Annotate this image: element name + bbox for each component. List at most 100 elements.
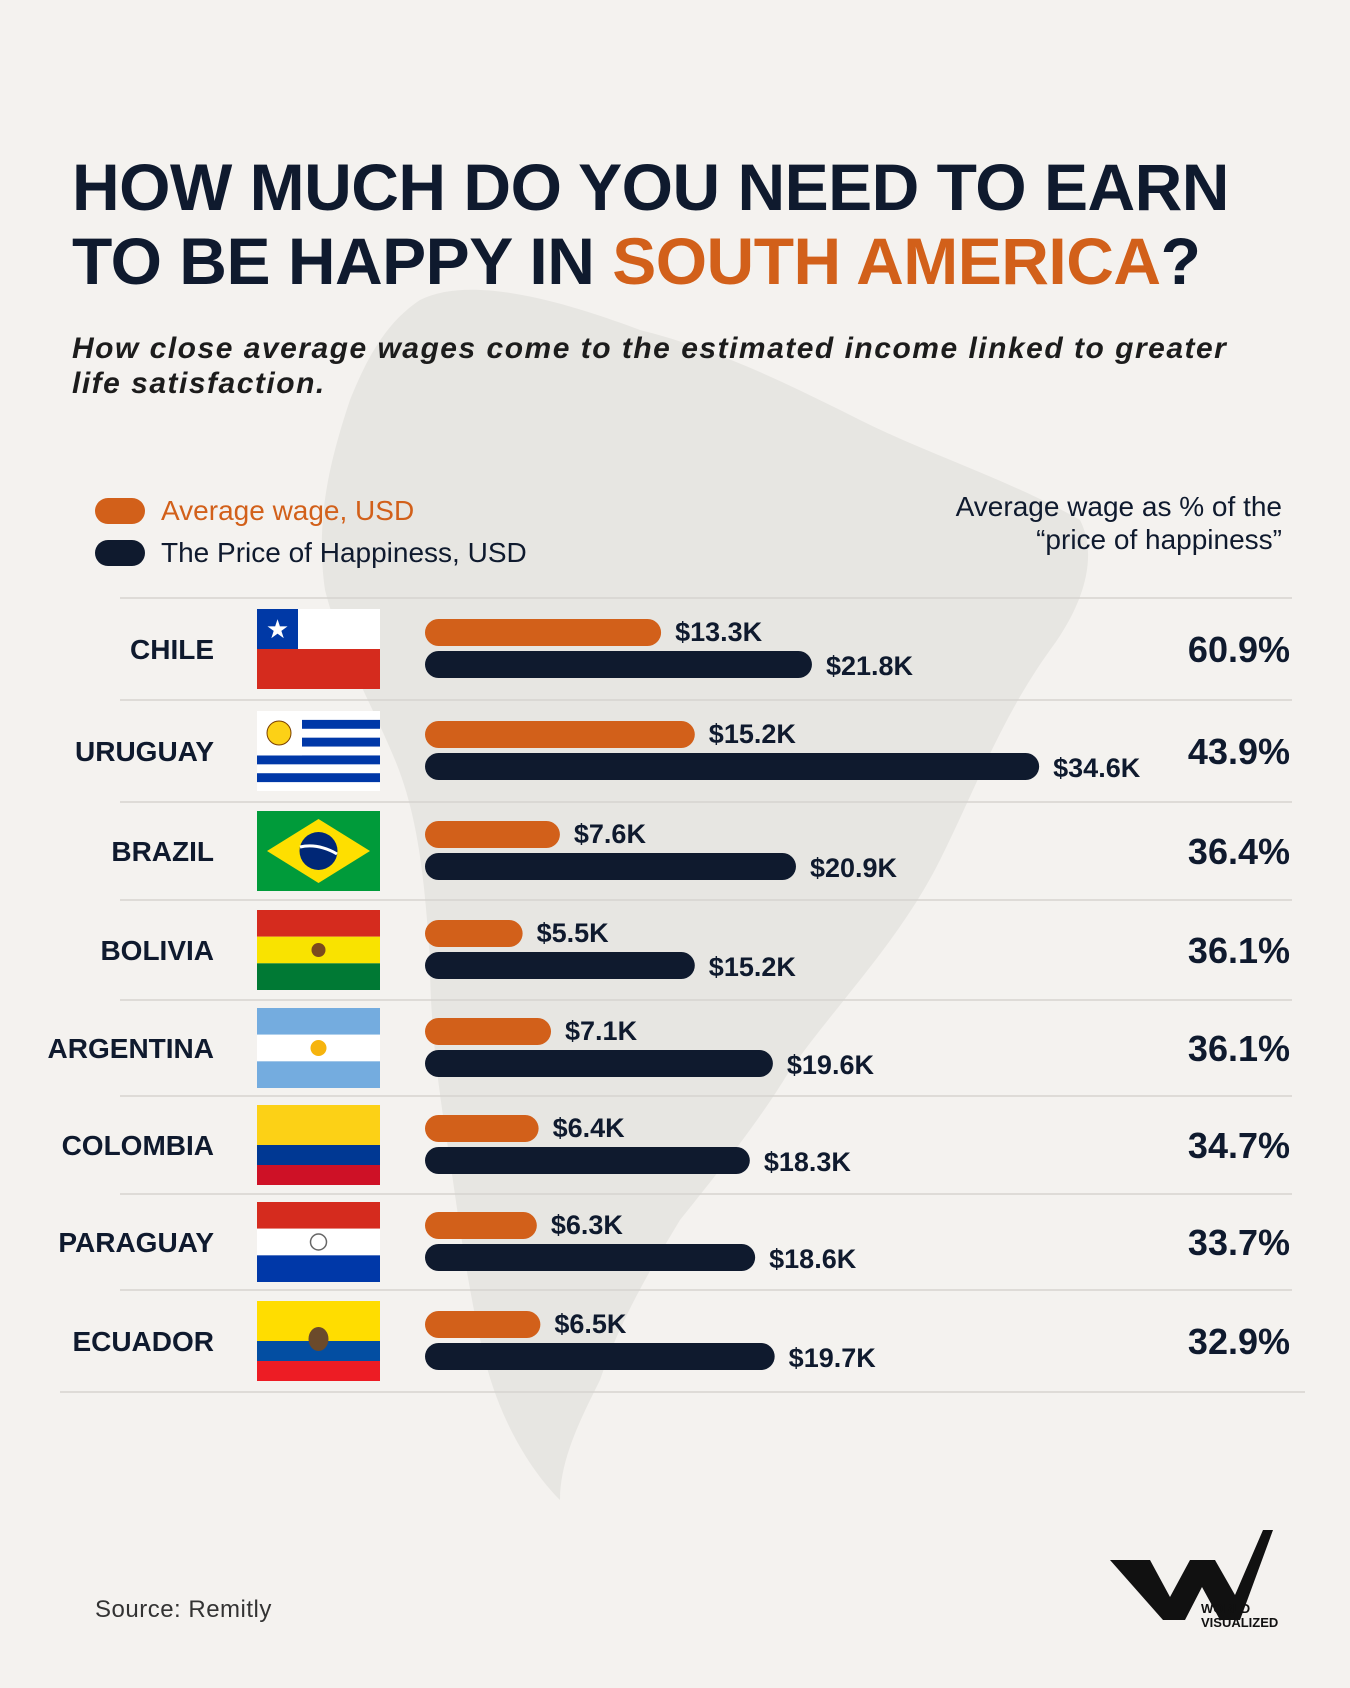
flag-globe <box>299 832 338 870</box>
wage-value-label: $7.1K <box>565 1016 638 1046</box>
logo-text-line2: VISUALIZED <box>1201 1615 1279 1630</box>
wage-value-label: $5.5K <box>537 918 610 948</box>
happiness-bar <box>425 1343 775 1370</box>
happiness-value-label: $19.6K <box>787 1050 875 1080</box>
flag-sun <box>266 720 292 746</box>
legend-swatch-happiness <box>95 540 145 566</box>
flag-stripe <box>257 737 380 747</box>
happiness-bar <box>425 1147 750 1174</box>
chart-row-argentina: ARGENTINA $7.1K $19.6K 36.1% <box>48 999 1292 1088</box>
flag-stripe <box>257 649 380 689</box>
percentage-label: 36.1% <box>1188 930 1290 971</box>
percentage-label: 34.7% <box>1188 1125 1290 1166</box>
wage-bar <box>425 1115 539 1142</box>
wage-bar <box>425 1212 537 1239</box>
percentage-label: 36.4% <box>1188 831 1290 872</box>
page-title: HOW MUCH DO YOU NEED TO EARN TO BE HAPPY… <box>72 150 1292 298</box>
title-line2-prefix: TO BE HAPPY IN <box>72 224 613 298</box>
chart-row-paraguay: PARAGUAY $6.3K $18.6K 33.7% <box>58 1193 1292 1282</box>
wage-bar <box>425 920 523 947</box>
wage-value-label: $7.6K <box>574 819 647 849</box>
happiness-bar <box>425 1244 756 1271</box>
chart-row-uruguay: URUGUAY $15.2K $34.6K 43.9% <box>75 699 1292 791</box>
chart-row-bolivia: BOLIVIA $5.5K $15.2K 36.1% <box>100 899 1292 990</box>
flag-stripe <box>257 1061 380 1088</box>
country-label: COLOMBIA <box>62 1130 214 1161</box>
legend-label-happiness: The Price of Happiness, USD <box>161 537 527 568</box>
flag-stripe <box>257 1202 380 1229</box>
country-label: PARAGUAY <box>58 1227 214 1258</box>
chart-row-ecuador: ECUADOR $6.5K $19.7K 32.9% <box>72 1289 1292 1381</box>
percentage-header-line1: Average wage as % of the <box>955 491 1282 522</box>
flag-stripe <box>257 755 380 765</box>
wage-value-label: $13.3K <box>675 617 763 647</box>
flag-star: ★ <box>266 615 289 645</box>
colombia-flag-icon <box>257 1105 380 1185</box>
percentage-label: 32.9% <box>1188 1321 1290 1362</box>
country-label: URUGUAY <box>75 736 214 767</box>
country-label: BOLIVIA <box>100 935 214 966</box>
percentage-label: 60.9% <box>1188 629 1290 670</box>
country-label: CHILE <box>130 634 214 665</box>
argentina-flag-icon <box>257 1008 380 1088</box>
flag-sun <box>310 1040 327 1056</box>
happiness-value-label: $21.8K <box>826 651 914 681</box>
flag-seal <box>309 1233 328 1251</box>
country-label: ARGENTINA <box>48 1033 214 1064</box>
percentage-label: 36.1% <box>1188 1028 1290 1069</box>
subtitle: How close average wages come to the esti… <box>72 332 1228 400</box>
wage-value-label: $15.2K <box>709 719 797 749</box>
flag-stripe <box>257 1105 380 1145</box>
flag-stripe <box>257 1228 380 1256</box>
world-visualized-logo: ™ <box>1110 1529 1273 1620</box>
country-label: ECUADOR <box>72 1326 214 1357</box>
title-accent: SOUTH AMERICA <box>612 224 1161 298</box>
flag-emblem <box>308 1327 329 1351</box>
flag-stripe <box>257 910 380 937</box>
flag-stripe <box>257 963 380 990</box>
percentage-label: 43.9% <box>1188 731 1290 772</box>
brazil-flag-icon <box>257 811 380 891</box>
happiness-value-label: $18.3K <box>764 1147 852 1177</box>
happiness-bar <box>425 1050 773 1077</box>
legend-item-happiness: The Price of Happiness, USD <box>95 532 527 574</box>
wage-bar <box>425 821 560 848</box>
flag-stripe <box>257 773 380 783</box>
wage-value-label: $6.3K <box>551 1210 624 1240</box>
flag-stripe <box>257 1145 380 1165</box>
happiness-value-label: $34.6K <box>1053 753 1141 783</box>
happiness-bar <box>425 853 796 880</box>
source-note: Source: Remitly <box>95 1596 272 1623</box>
happiness-value-label: $20.9K <box>810 853 898 883</box>
wage-value-label: $6.5K <box>554 1309 627 1339</box>
south-america-silhouette <box>321 289 1089 1500</box>
flag-stripe <box>257 1165 380 1185</box>
happiness-value-label: $18.6K <box>769 1244 857 1274</box>
chile-flag-icon: ★ <box>257 609 380 689</box>
uruguay-flag-icon <box>257 711 380 791</box>
title-line2-suffix: ? <box>1160 224 1201 298</box>
flag-canton <box>257 609 298 649</box>
chart-row-chile: CHILE ★ $13.3K $21.8K 60.9% <box>120 597 1292 689</box>
logo-tm: ™ <box>1263 1529 1272 1539</box>
flag-emblem <box>311 943 326 957</box>
happiness-value-label: $19.7K <box>789 1343 877 1373</box>
percentage-label: 33.7% <box>1188 1222 1290 1263</box>
wage-bar <box>425 619 662 646</box>
title-line1: HOW MUCH DO YOU NEED TO EARN <box>72 150 1229 224</box>
chart-row-brazil: BRAZIL $7.6K $20.9K 36.4% <box>111 801 1292 891</box>
chart-row-colombia: COLOMBIA $6.4K $18.3K 34.7% <box>62 1095 1292 1185</box>
wage-bar <box>425 1018 552 1045</box>
legend: Average wage, USD The Price of Happiness… <box>95 490 527 574</box>
happiness-bar <box>425 753 1040 780</box>
country-label: BRAZIL <box>111 836 214 867</box>
logo-text-line1: WORLD <box>1201 1601 1251 1616</box>
wage-bar <box>425 1311 541 1338</box>
flag-stripe <box>257 1008 380 1035</box>
happiness-bar <box>425 952 695 979</box>
wage-bar <box>425 721 695 748</box>
flag-stripe <box>257 1255 380 1282</box>
bolivia-flag-icon <box>257 910 380 990</box>
